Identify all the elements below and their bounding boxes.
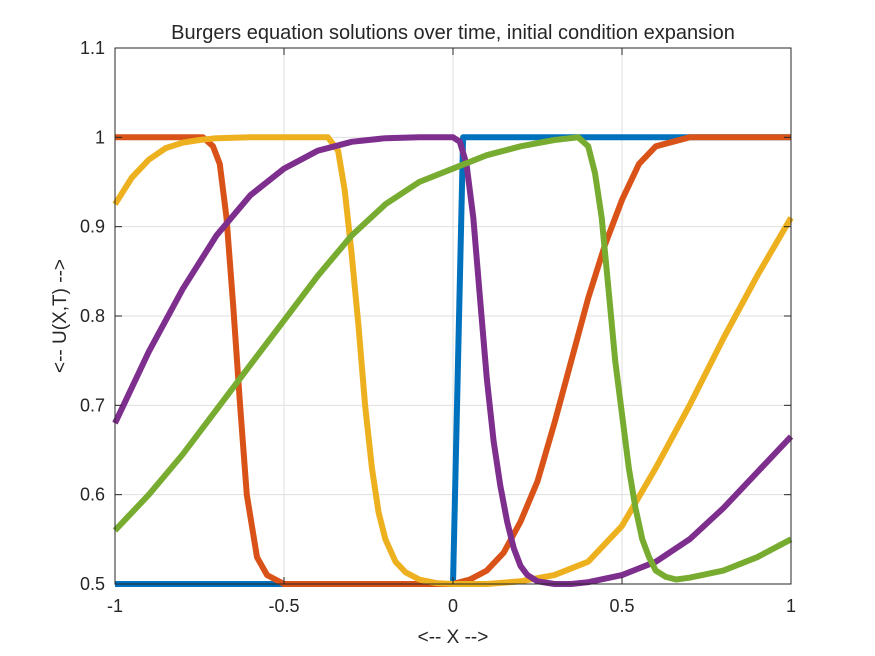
y-tick-label: 0.8 — [80, 306, 105, 326]
x-tick-label: 0.5 — [609, 596, 634, 616]
chart-title: Burgers equation solutions over time, in… — [171, 22, 735, 44]
x-tick-label: -1 — [107, 596, 123, 616]
y-tick-labels: 0.5 0.6 0.7 0.8 0.9 1 1.1 — [80, 38, 105, 594]
x-tick-label: 1 — [786, 596, 796, 616]
y-axis-label: <-- U(X,T) --> — [50, 259, 71, 373]
series-line-5 — [112, 134, 793, 583]
x-tick-label: -0.5 — [268, 596, 299, 616]
y-tick-label: 0.5 — [80, 574, 105, 594]
x-axis-label: <-- X --> — [418, 627, 489, 648]
series-line-3 — [112, 134, 794, 587]
x-tick-label: 0 — [448, 596, 458, 616]
tick-marks — [114, 47, 792, 585]
series-line-2 — [115, 134, 791, 587]
y-tick-label: 0.7 — [80, 395, 105, 415]
y-tick-label: 1 — [95, 127, 105, 147]
x-tick-labels: -1 -0.5 0 0.5 1 — [107, 596, 796, 616]
y-tick-label: 0.9 — [80, 217, 105, 237]
y-tick-label: 0.6 — [80, 485, 105, 505]
series-line-4 — [112, 134, 794, 587]
y-tick-label: 1.1 — [80, 38, 105, 58]
